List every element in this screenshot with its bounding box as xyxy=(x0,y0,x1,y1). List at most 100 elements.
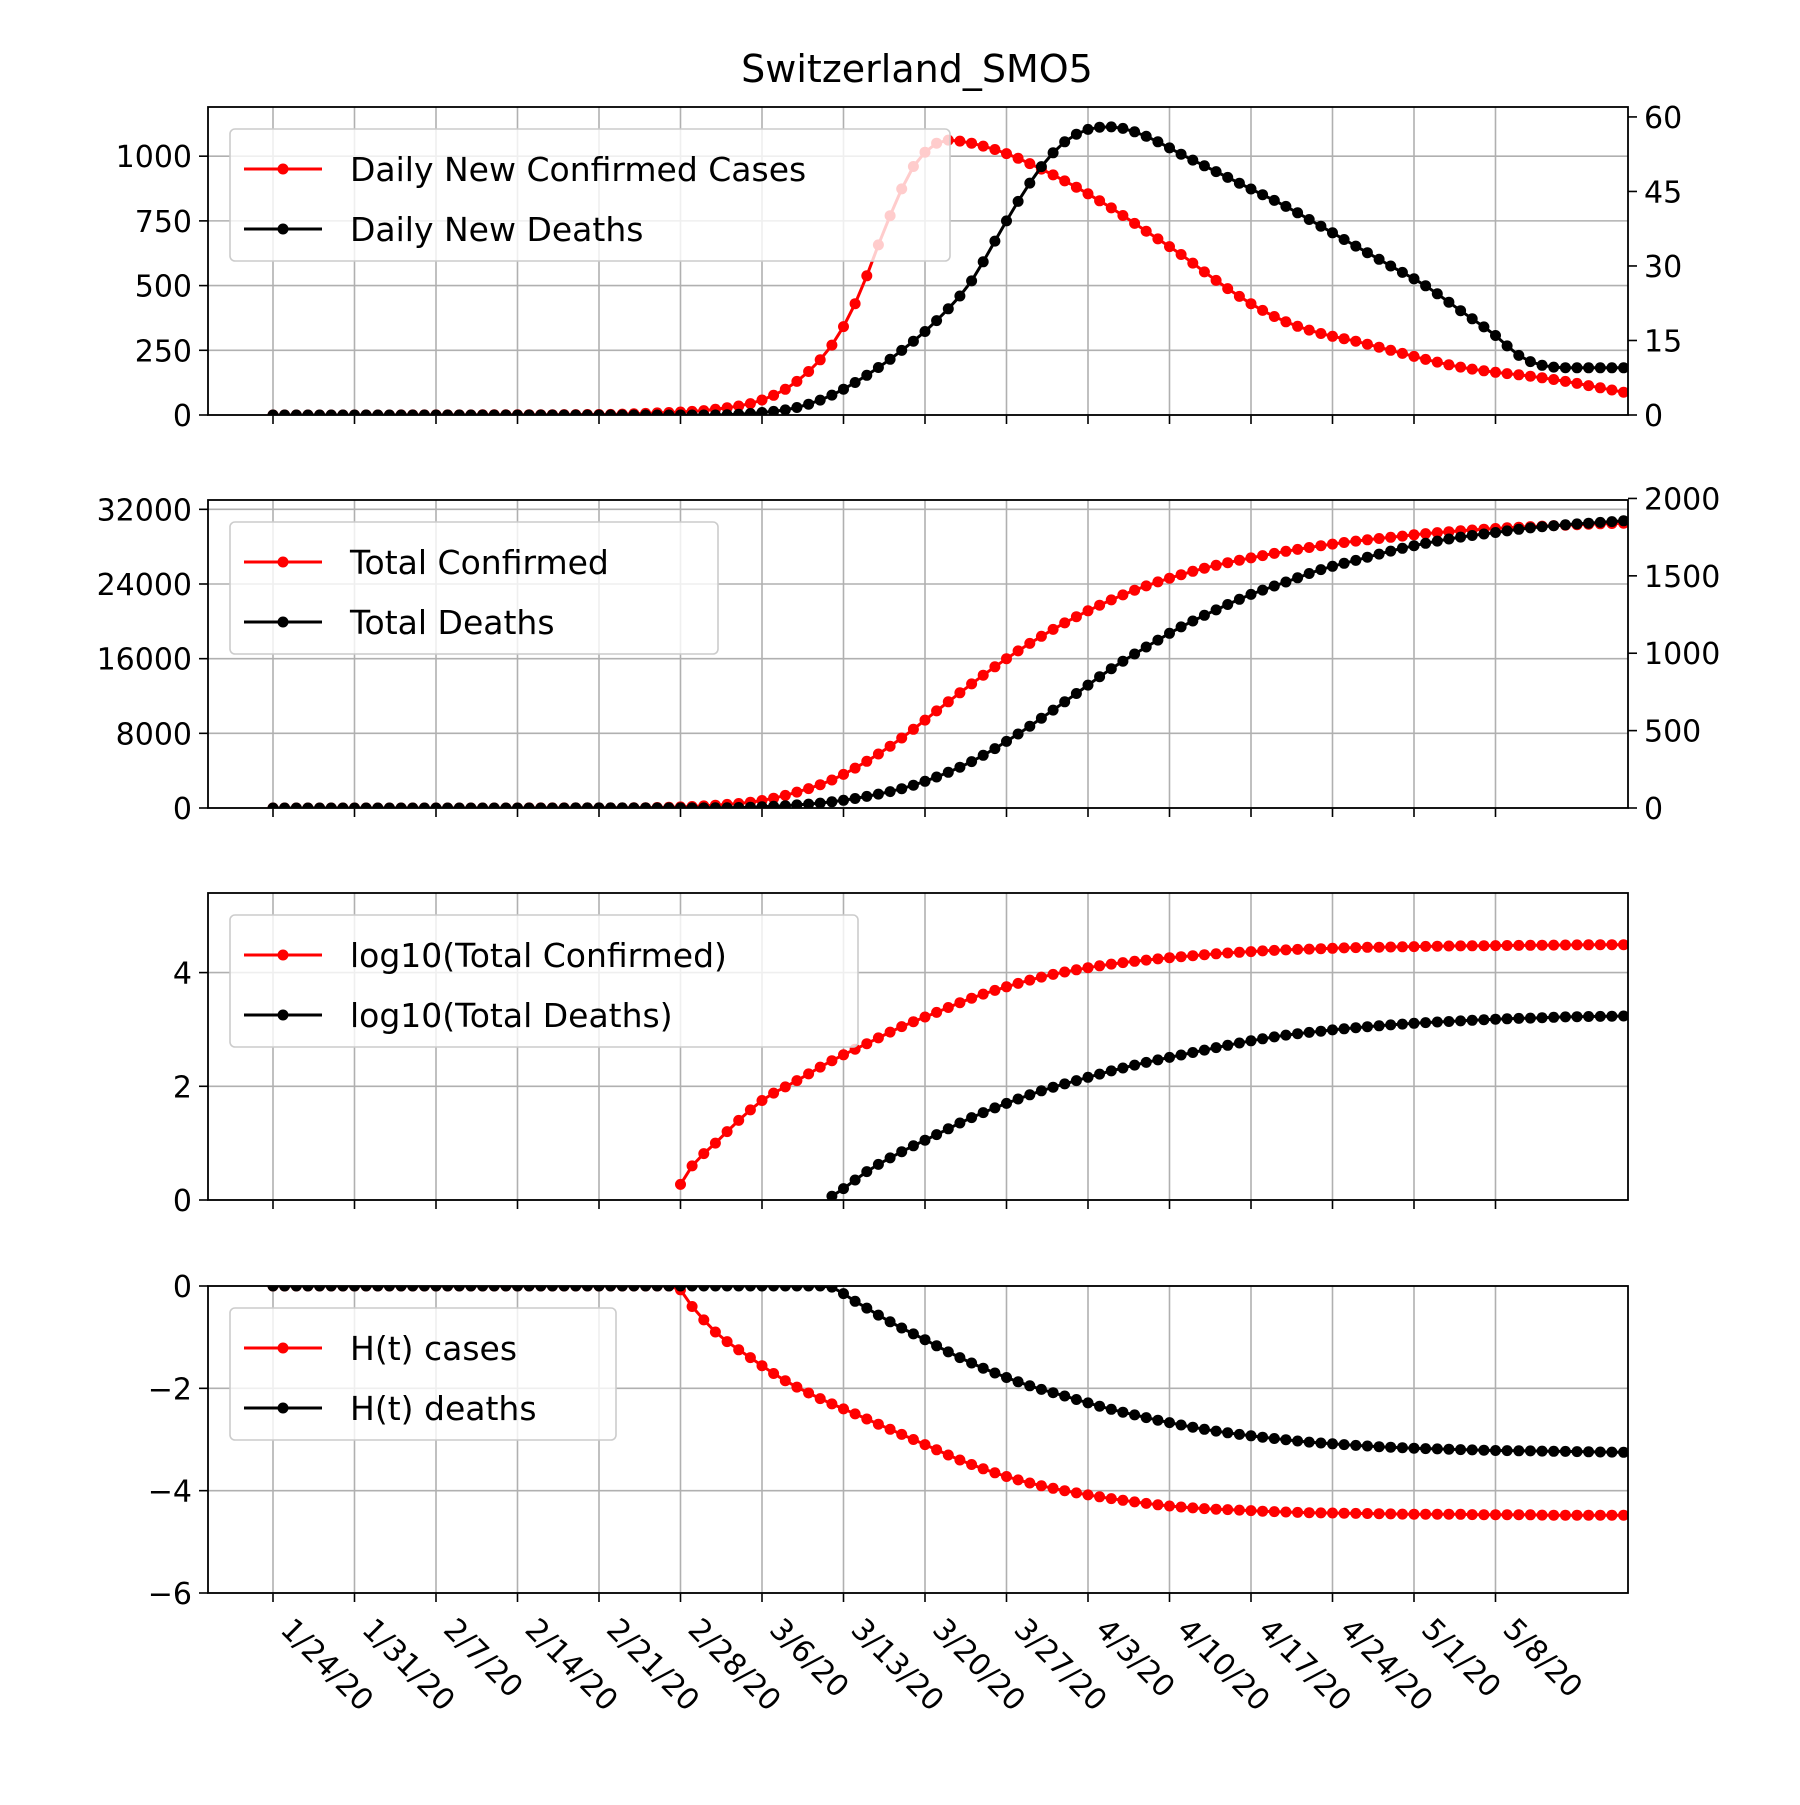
data-point xyxy=(1047,704,1059,716)
y-tick-label: 24000 xyxy=(97,568,192,603)
data-point xyxy=(1350,535,1362,547)
data-point xyxy=(1501,525,1513,537)
data-point xyxy=(1187,615,1199,627)
data-point xyxy=(1478,1444,1490,1456)
data-point xyxy=(1676,362,1687,373)
data-point xyxy=(1513,369,1525,381)
data-point xyxy=(1618,386,1628,398)
data-point xyxy=(1396,941,1408,953)
data-point xyxy=(1047,1081,1059,1093)
data-point xyxy=(942,303,954,315)
data-point xyxy=(1361,247,1373,259)
data-point xyxy=(931,705,943,717)
data-point xyxy=(290,802,302,808)
data-point xyxy=(1443,940,1455,952)
data-point xyxy=(779,404,791,415)
data-point xyxy=(546,409,558,415)
data-point xyxy=(570,802,582,808)
data-point xyxy=(1524,1509,1536,1521)
data-point xyxy=(1222,1427,1234,1439)
data-point xyxy=(1723,1510,1734,1521)
legend-swatch-marker xyxy=(277,949,289,961)
legend: Total Confirmed Total Deaths xyxy=(229,521,719,655)
data-point xyxy=(686,802,698,808)
data-point xyxy=(1735,511,1746,522)
data-point xyxy=(1303,943,1315,955)
data-point xyxy=(1396,1442,1408,1454)
data-point xyxy=(1676,1447,1687,1458)
data-point xyxy=(1082,188,1094,200)
data-point xyxy=(1385,344,1397,356)
data-point xyxy=(663,409,675,415)
data-point xyxy=(1350,1439,1362,1451)
y-tick-label: −6 xyxy=(148,1577,192,1612)
data-point xyxy=(1198,1503,1210,1515)
data-point xyxy=(1070,1394,1082,1405)
data-point xyxy=(1606,1509,1618,1521)
data-point xyxy=(430,409,442,415)
data-point xyxy=(523,1286,535,1292)
data-point xyxy=(302,1286,314,1292)
data-point xyxy=(791,1075,803,1087)
data-point xyxy=(1361,941,1373,953)
data-point xyxy=(954,761,966,773)
series-line xyxy=(831,1014,1628,1198)
data-point xyxy=(1222,171,1234,183)
data-point xyxy=(1245,552,1257,564)
data-point xyxy=(744,1286,756,1292)
data-point xyxy=(1373,941,1385,953)
data-point xyxy=(1327,1024,1338,1036)
data-point xyxy=(1257,945,1269,957)
data-point xyxy=(744,1104,756,1116)
data-point xyxy=(721,1286,733,1292)
data-point xyxy=(1653,362,1664,373)
data-point xyxy=(1385,941,1397,953)
data-point xyxy=(919,1011,931,1023)
data-point xyxy=(966,1112,978,1124)
data-point xyxy=(1653,939,1664,950)
data-point xyxy=(744,408,756,415)
data-point xyxy=(1035,971,1047,983)
data-point xyxy=(407,1286,419,1292)
data-point xyxy=(744,801,756,808)
data-point xyxy=(756,1360,768,1372)
x-tick-label: 5/8/20 xyxy=(1496,1612,1589,1705)
data-point xyxy=(1338,1439,1350,1451)
data-point xyxy=(1501,940,1513,951)
axes-frame xyxy=(207,499,1629,809)
data-point xyxy=(1583,1509,1595,1521)
data-point xyxy=(826,1398,838,1410)
data-point xyxy=(803,1286,815,1292)
data-point xyxy=(884,1026,896,1038)
data-point xyxy=(1350,942,1362,954)
data-point xyxy=(372,1286,384,1292)
data-point xyxy=(838,1288,849,1300)
data-point xyxy=(1571,377,1583,389)
data-point xyxy=(1606,1446,1618,1458)
panel-2: 0 8000 16000 24000 32000 0 500 1000 1500 2000 Tota… xyxy=(97,482,1746,827)
data-point xyxy=(663,802,675,808)
data-point xyxy=(1443,359,1455,371)
data-point xyxy=(1187,154,1199,166)
data-point xyxy=(849,793,861,804)
y2-tick-label: 2000 xyxy=(1644,482,1720,517)
data-point xyxy=(558,409,570,415)
series-deaths xyxy=(826,1010,1628,1200)
data-point xyxy=(1548,374,1560,385)
panel-4: −6 −4 −2 0 H(t) cases H(t) deaths xyxy=(148,1270,1734,1612)
data-point xyxy=(1630,515,1641,526)
data-point xyxy=(512,1286,523,1292)
data-point xyxy=(1024,974,1036,986)
y-tick-label: 750 xyxy=(135,205,192,240)
data-point xyxy=(1210,604,1222,616)
data-point xyxy=(488,1286,500,1292)
y-tick-label: 0 xyxy=(173,1270,192,1305)
data-point xyxy=(1711,939,1722,950)
data-point xyxy=(570,1286,582,1292)
data-point xyxy=(838,794,849,806)
data-point xyxy=(884,786,896,798)
data-point xyxy=(675,802,686,808)
panel-1: 0 250 500 750 1000 0 15 30 45 60 Daily New Confirm… xyxy=(116,101,1687,434)
data-point xyxy=(1571,518,1583,530)
data-point xyxy=(1559,1445,1571,1457)
